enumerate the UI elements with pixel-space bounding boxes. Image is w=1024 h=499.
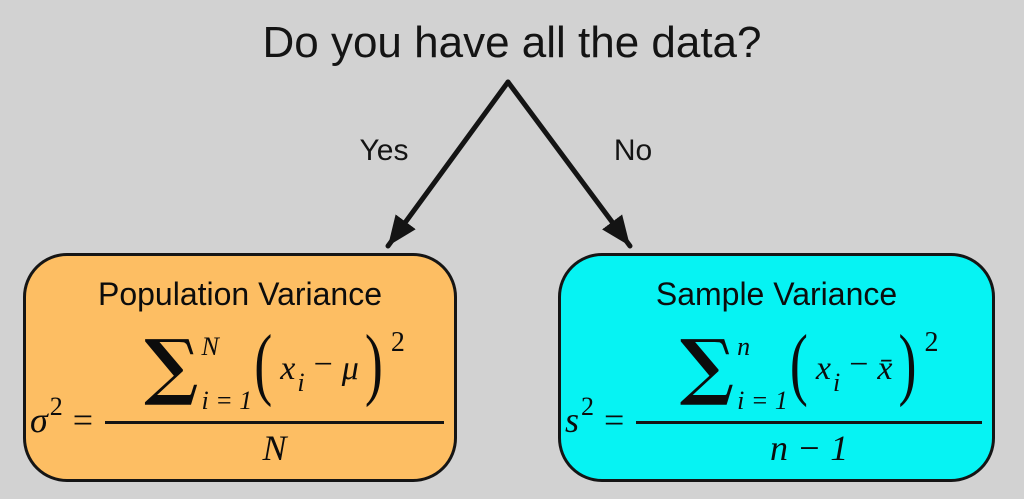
summation-symbol: ∑ <box>679 323 735 408</box>
minus-sign: − <box>849 346 869 383</box>
sum-lower-limit: i = 1 <box>201 386 253 415</box>
population-variance-box: Population Variance σ 2 = ∑ N i = 1 ( x … <box>23 253 457 482</box>
sample-denominator: n − 1 <box>770 428 849 468</box>
x-variable: x <box>815 350 831 387</box>
summation-symbol: ∑ <box>144 323 199 408</box>
sigma-symbol: σ <box>30 400 48 441</box>
x-variable: x <box>280 350 296 387</box>
sample-box-title: Sample Variance <box>655 276 898 312</box>
close-paren: ) <box>364 318 383 408</box>
x-subscript: i <box>297 368 305 397</box>
sample-fraction: ∑ n i = 1 ( x i − x̄ ) 2 n − 1 <box>636 319 982 469</box>
yes-label: Yes <box>359 134 409 167</box>
yes-arrow <box>385 79 511 249</box>
s-symbol: s <box>565 400 580 441</box>
no-arrow <box>505 79 633 249</box>
sum-upper-limit: N <box>201 332 219 361</box>
sample-formula-lhs: s 2 = <box>565 392 636 441</box>
summation-limits: n i = 1 <box>737 332 788 414</box>
sample-variance-formula: s 2 = ∑ n i = 1 ( x i − x̄ ) 2 <box>561 319 992 469</box>
population-numerator: ∑ N i = 1 ( x i − μ ) 2 <box>144 319 405 419</box>
sum-upper-limit: n <box>737 332 751 361</box>
no-label: No <box>613 134 653 167</box>
question-title: Do you have all the data? <box>262 18 762 67</box>
sigma-exponent: 2 <box>49 392 63 422</box>
open-paren: ( <box>254 318 273 408</box>
equals-sign: = <box>72 400 94 441</box>
population-formula-lhs: σ 2 = <box>30 392 105 441</box>
equals-sign: = <box>604 400 625 441</box>
summation-limits: N i = 1 <box>201 332 252 414</box>
square-exponent: 2 <box>924 327 939 358</box>
sum-lower-limit: i = 1 <box>737 386 788 415</box>
population-variance-formula: σ 2 = ∑ N i = 1 ( x i − μ ) 2 <box>26 319 454 469</box>
population-mean-symbol: μ <box>341 350 359 387</box>
sample-variance-box: Sample Variance s 2 = ∑ n i = 1 ( x i − <box>558 253 995 482</box>
fraction-bar <box>636 421 982 424</box>
square-exponent: 2 <box>390 327 405 358</box>
sample-numerator: ∑ n i = 1 ( x i − x̄ ) 2 <box>680 319 939 419</box>
minus-sign: − <box>313 346 333 383</box>
close-paren: ) <box>898 318 917 408</box>
population-box-title: Population Variance <box>97 276 383 312</box>
s-exponent: 2 <box>581 392 595 422</box>
sample-mean-symbol: x̄ <box>877 350 893 387</box>
fraction-bar <box>105 421 444 424</box>
population-fraction: ∑ N i = 1 ( x i − μ ) 2 N <box>105 319 444 469</box>
open-paren: ( <box>789 318 808 408</box>
population-denominator: N <box>262 428 287 468</box>
x-subscript: i <box>832 368 841 397</box>
